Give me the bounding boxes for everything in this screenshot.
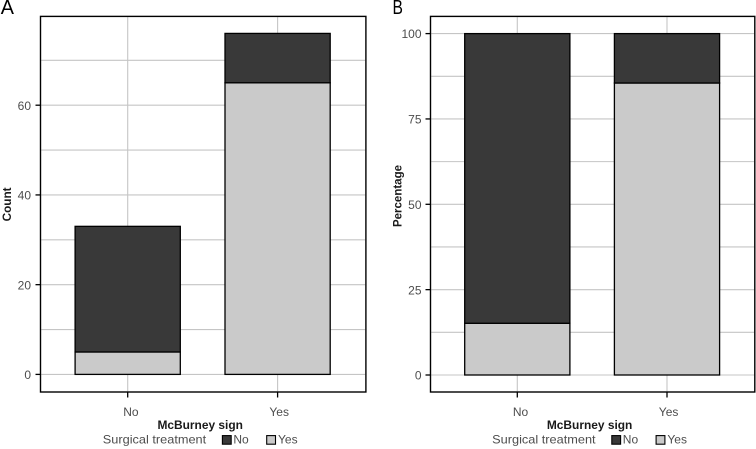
svg-text:No: No [513, 405, 529, 419]
svg-text:B: B [393, 0, 403, 19]
svg-text:40: 40 [18, 189, 32, 203]
svg-text:Yes: Yes [659, 405, 679, 419]
svg-text:50: 50 [408, 198, 422, 212]
svg-text:Surgical treatment: Surgical treatment [103, 433, 207, 447]
svg-text:No: No [123, 405, 139, 419]
svg-text:No: No [623, 433, 639, 447]
svg-text:0: 0 [24, 368, 31, 382]
svg-text:Surgical treatment: Surgical treatment [492, 433, 596, 447]
svg-text:20: 20 [18, 278, 32, 292]
svg-text:75: 75 [408, 113, 422, 127]
svg-text:0: 0 [415, 369, 422, 383]
svg-text:McBurney sign: McBurney sign [547, 418, 633, 432]
svg-text:Yes: Yes [278, 433, 298, 447]
svg-text:25: 25 [408, 283, 422, 297]
svg-text:McBurney sign: McBurney sign [157, 418, 243, 432]
svg-text:Yes: Yes [667, 433, 687, 447]
svg-text:Count: Count [0, 187, 14, 221]
svg-text:Yes: Yes [269, 405, 289, 419]
svg-text:60: 60 [18, 99, 32, 113]
svg-text:100: 100 [401, 27, 421, 41]
svg-text:A: A [1, 0, 15, 19]
svg-text:No: No [233, 433, 249, 447]
svg-text:Percentage: Percentage [390, 165, 404, 227]
